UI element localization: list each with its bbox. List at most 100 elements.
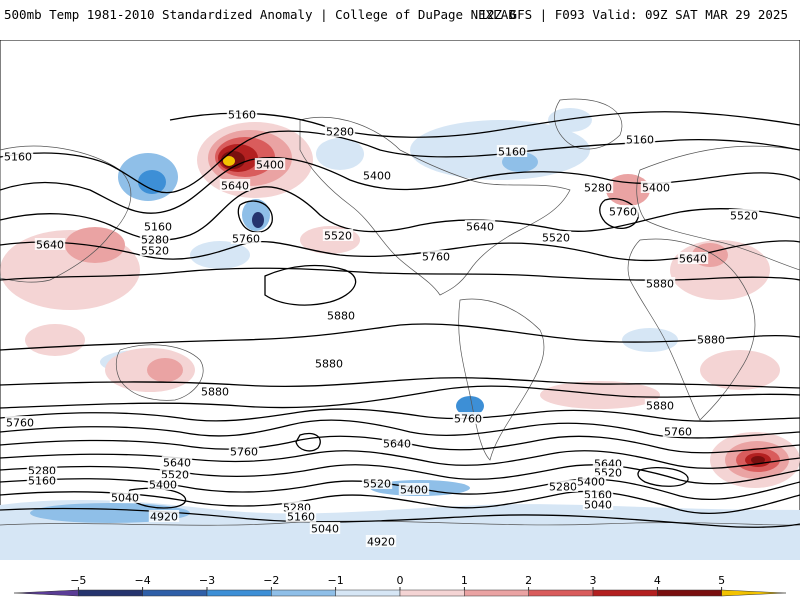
colorbar-segment xyxy=(528,589,594,597)
contour-label-background xyxy=(728,209,760,221)
contour-label: 5400 xyxy=(577,476,605,489)
contour-label: 5880 xyxy=(315,358,343,371)
contour-label: 5400 xyxy=(149,479,177,492)
contour-label-background xyxy=(139,244,171,256)
anomaly-red-asia xyxy=(65,227,125,263)
contour-label-background xyxy=(142,220,174,232)
contour-label-background xyxy=(139,233,171,245)
contour-label: 5520 xyxy=(324,230,352,243)
contour-label: 5040 xyxy=(111,492,139,505)
colorbar-tick-label: 5 xyxy=(718,574,725,587)
contour-label-background xyxy=(624,133,656,145)
contour-label: 5520 xyxy=(363,478,391,491)
contour-label: 5160 xyxy=(287,511,315,524)
coastline-eurasia-west xyxy=(0,145,132,283)
contour-label: 5880 xyxy=(201,386,229,399)
colorbar-tick-label: 2 xyxy=(525,574,532,587)
contour-label: 4920 xyxy=(367,536,395,549)
contour-label: 5160 xyxy=(626,134,654,147)
coastline-greenland xyxy=(554,98,623,150)
header: 500mb Temp 1981-2010 Standardized Anomal… xyxy=(0,0,800,32)
contour-label-background xyxy=(640,181,672,193)
contour-line xyxy=(0,130,800,194)
colorbar: −5 −4 −3 −2 −1 0 1 2 3 4 5 xyxy=(13,574,787,597)
colorbar-tick-label: −2 xyxy=(263,574,279,587)
contour-line xyxy=(0,490,800,515)
contour-label: 5640 xyxy=(36,239,64,252)
anomaly-blue-pac xyxy=(316,138,364,170)
coastline-antarctica xyxy=(0,520,800,526)
contour-label-background xyxy=(644,277,676,289)
contour-label: 5160 xyxy=(228,109,256,122)
contour-line xyxy=(0,377,800,389)
contour-label-background xyxy=(361,169,393,181)
contour-label-background xyxy=(582,488,614,500)
contour-line xyxy=(599,198,639,229)
colorbar-segment xyxy=(335,589,401,597)
contour-label-background xyxy=(452,412,484,424)
contour-label: 5280 xyxy=(326,126,354,139)
contour-label: 5040 xyxy=(584,499,612,512)
contour-label-background xyxy=(26,464,58,476)
contour-label-background xyxy=(464,220,496,232)
colorbar-segment xyxy=(271,589,336,597)
contour-label: 5400 xyxy=(363,170,391,183)
contour-label: 5640 xyxy=(221,180,249,193)
anomaly-blue-pac xyxy=(190,241,250,269)
colorbar-tick-label: 1 xyxy=(461,574,468,587)
contour-label-background xyxy=(547,480,579,492)
contour-label: 5760 xyxy=(609,206,637,219)
colorbar-tick-label: −4 xyxy=(135,574,151,587)
contour-label-background xyxy=(313,357,345,369)
map-background xyxy=(0,40,800,560)
contour-label-background xyxy=(199,385,231,397)
contour-line xyxy=(0,156,800,214)
contour-label-background xyxy=(226,108,258,120)
contour-label: 5640 xyxy=(163,457,191,470)
contour-label: 5280 xyxy=(549,481,577,494)
contour-label: 5760 xyxy=(664,426,692,439)
colorbar-segment xyxy=(142,589,208,597)
contour-label-background xyxy=(147,478,179,490)
contour-label: 5520 xyxy=(141,245,169,258)
coastline-eurasia xyxy=(636,145,800,271)
contour-label-background xyxy=(309,522,341,534)
contour-line xyxy=(0,385,800,409)
colorbar-segment xyxy=(78,589,143,597)
colorbar-segment xyxy=(657,589,722,597)
contour-label-background xyxy=(325,309,357,321)
anomaly-red-indian xyxy=(25,324,85,356)
contour-label-background xyxy=(228,445,260,457)
anomaly-red-atl xyxy=(606,174,650,206)
contour-label: 5160 xyxy=(28,475,56,488)
anomaly-blue-pac xyxy=(138,170,166,194)
contour-label-background xyxy=(582,498,614,510)
contour-label: 5640 xyxy=(466,221,494,234)
colorbar-segment xyxy=(721,589,787,597)
contour-line xyxy=(637,466,689,487)
colorbar-segment xyxy=(399,589,465,597)
anomaly-blue-namer xyxy=(548,108,592,132)
anomaly-blue-south-core xyxy=(456,396,484,416)
contour-label: 5160 xyxy=(144,221,172,234)
contour-label-background xyxy=(607,205,639,217)
contour-line xyxy=(0,323,800,351)
contour-label: 5760 xyxy=(454,413,482,426)
contour-label-background xyxy=(695,333,727,345)
contour-label: 5880 xyxy=(646,278,674,291)
contour-label: 5520 xyxy=(730,210,758,223)
contour-label: 5280 xyxy=(584,182,612,195)
coastlines xyxy=(0,98,800,526)
contour-line xyxy=(0,408,800,422)
colorbar-tick-label: 4 xyxy=(654,574,661,587)
contour-label-background xyxy=(361,477,393,489)
coastline-north-america xyxy=(299,116,571,296)
anomaly-blue-africa xyxy=(622,328,678,352)
contour-label: 5400 xyxy=(400,484,428,497)
contour-label-background xyxy=(148,510,180,522)
contour-label: 5640 xyxy=(383,438,411,451)
contour-label-background xyxy=(161,456,193,468)
contour-label-background xyxy=(34,238,66,250)
colorbar-segment xyxy=(13,589,79,597)
